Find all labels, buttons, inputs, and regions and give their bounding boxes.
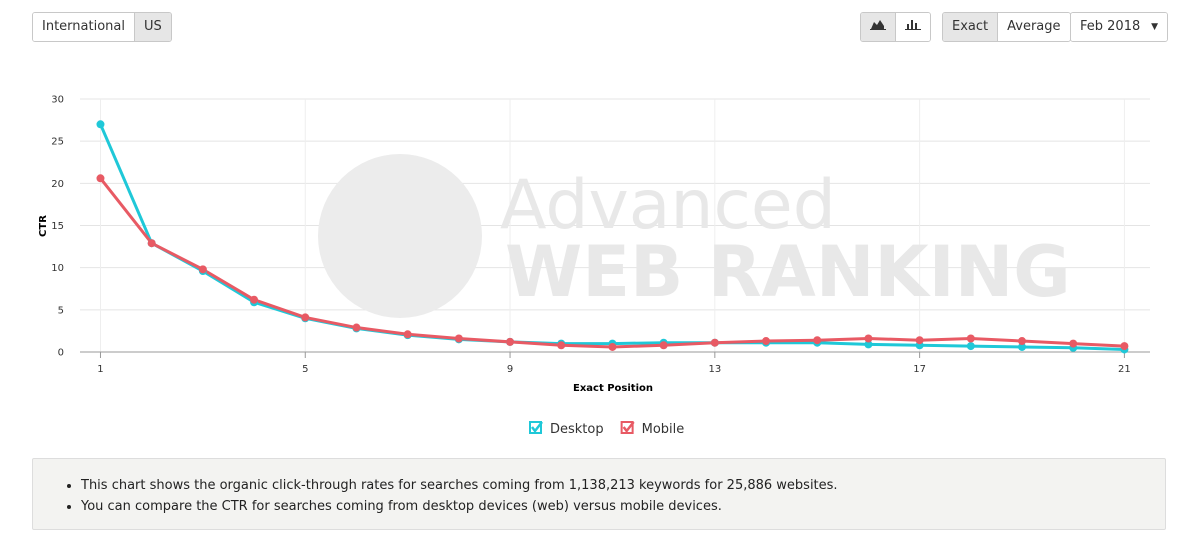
data-point: [915, 336, 924, 345]
data-point: [454, 334, 463, 343]
x-tick-label: 13: [708, 364, 721, 375]
month-value: Feb 2018 ▼: [1071, 13, 1167, 41]
y-tick-label: 25: [51, 137, 64, 148]
mode-button[interactable]: Average: [998, 13, 1070, 41]
grid: [80, 98, 1150, 353]
legend-checkbox: [620, 421, 634, 434]
watermark-globe: [318, 154, 482, 318]
data-point: [198, 265, 207, 274]
data-point: [864, 340, 873, 349]
data-point: [352, 323, 361, 332]
mode-button[interactable]: Exact: [943, 13, 999, 41]
legend-label: Desktop: [550, 422, 604, 437]
legend-check: [531, 421, 543, 434]
month-select[interactable]: Feb 2018 ▼: [1070, 12, 1168, 42]
data-point: [864, 334, 873, 343]
data-point: [813, 336, 822, 345]
area-chart-button[interactable]: [861, 13, 896, 41]
data-point: [403, 330, 412, 339]
x-axis-label: Exact Position: [573, 383, 653, 394]
data-point: [1018, 342, 1027, 351]
x-tick-label: 21: [1118, 364, 1131, 375]
region-button[interactable]: International: [33, 13, 135, 41]
bar-chart-button[interactable]: [896, 13, 930, 41]
y-tick-label: 5: [58, 305, 64, 316]
y-tick-label: 15: [51, 221, 64, 232]
legend-item[interactable]: Desktop: [529, 421, 604, 437]
data-point: [762, 337, 771, 346]
region-toggle: International US: [32, 12, 172, 42]
data-point: [301, 313, 310, 322]
bar-icon: [905, 20, 921, 30]
data-point: [1069, 339, 1078, 348]
legend-item[interactable]: Mobile: [620, 421, 685, 437]
legend-checkbox: [529, 421, 542, 434]
data-point: [710, 338, 719, 347]
month-text: Feb 2018: [1080, 19, 1141, 34]
area-icon: [870, 20, 886, 30]
watermark: Advanced WEB RANKING: [318, 154, 1071, 318]
data-point: [147, 239, 156, 248]
region-button[interactable]: US: [134, 13, 171, 41]
note-item: You can compare the CTR for searches com…: [81, 496, 1165, 517]
watermark-line1: Advanced: [500, 166, 836, 245]
data-point: [966, 334, 975, 343]
data-point: [608, 342, 617, 351]
data-point: [96, 120, 105, 129]
note-box: This chart shows the organic click-throu…: [32, 458, 1166, 530]
dropdown-arrow: ▼: [1151, 22, 1158, 32]
note-item: This chart shows the organic click-throu…: [81, 475, 1165, 496]
note-list: This chart shows the organic click-throu…: [33, 475, 1165, 517]
x-tick-label: 17: [913, 364, 926, 375]
x-tick-label: 1: [97, 364, 103, 375]
y-tick-label: 10: [51, 263, 64, 274]
legend-label: Mobile: [642, 422, 685, 437]
x-tick-label: 9: [507, 364, 513, 375]
y-tick-label: 0: [58, 348, 64, 359]
data-point: [966, 342, 975, 351]
x-tick-label: 5: [302, 364, 308, 375]
mode-toggle: Exact Average: [942, 12, 1071, 42]
y-tick-label: 30: [51, 95, 64, 106]
data-point: [659, 341, 668, 350]
data-point: [506, 337, 515, 346]
data-point: [1018, 337, 1027, 346]
data-point: [250, 295, 259, 304]
y-axis-label: CTR: [38, 215, 49, 237]
y-tick-label: 20: [51, 179, 64, 190]
data-point: [557, 341, 566, 350]
chart: Advanced WEB RANKING CTR Exact Position …: [38, 95, 1150, 437]
data-point: [96, 174, 105, 183]
data-point: [1120, 342, 1129, 351]
chart-type-toggle: [860, 12, 931, 42]
legend-check: [622, 421, 635, 434]
watermark-line2: WEB RANKING: [505, 231, 1071, 313]
